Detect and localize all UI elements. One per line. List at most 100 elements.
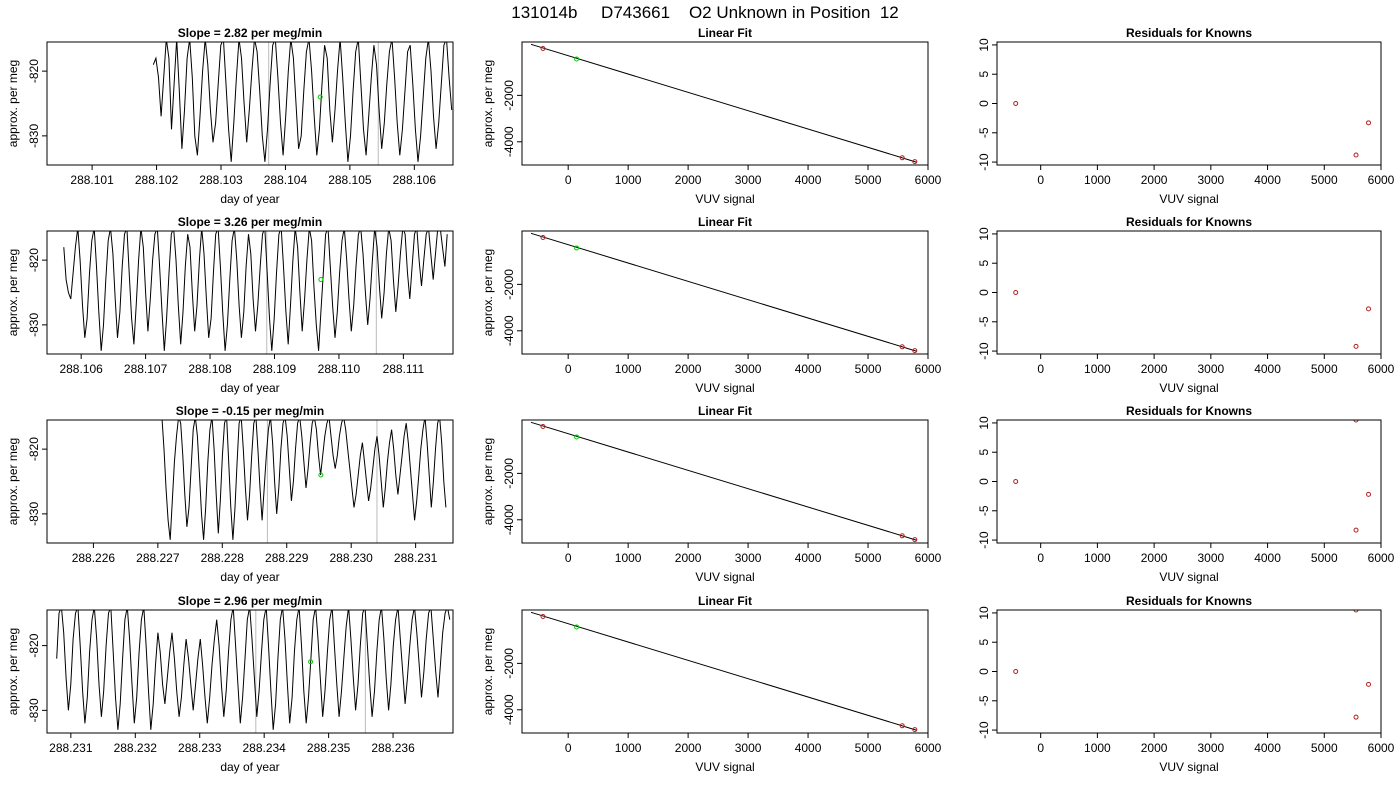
plot-frame bbox=[46, 41, 454, 166]
x-tick-label: 288.105 bbox=[328, 173, 372, 187]
plot-area bbox=[161, 420, 447, 543]
residual-point bbox=[1013, 101, 1019, 106]
plot-frame bbox=[521, 419, 929, 544]
x-tick-label: 288.108 bbox=[188, 362, 232, 376]
x-tick-label: 0 bbox=[565, 362, 572, 376]
x-tick-label: 4000 bbox=[1254, 362, 1281, 376]
residual-point bbox=[1353, 714, 1359, 720]
residuals-chart: Residuals for Knowns 0 1000 2000 3000 4000 500… bbox=[977, 404, 1395, 584]
x-tick-label: 5000 bbox=[855, 173, 882, 187]
x-tick-label: 5000 bbox=[1311, 362, 1338, 376]
linear-fit-chart: Linear Fit 0 1000 2000 3000 4000 5000 6000 -2000… bbox=[481, 404, 942, 584]
signal-line bbox=[56, 610, 451, 730]
panel-title: Linear Fit bbox=[698, 26, 752, 40]
signal-line bbox=[63, 231, 448, 351]
plot-frame bbox=[996, 230, 1382, 355]
fit-line bbox=[530, 611, 917, 731]
x-tick-label: 3000 bbox=[735, 362, 762, 376]
y-tick-label: -820 bbox=[27, 59, 41, 83]
x-tick-label: 1000 bbox=[615, 362, 642, 376]
x-tick-label: 1000 bbox=[1084, 741, 1111, 755]
y-tick-label: 0 bbox=[977, 289, 991, 296]
residual-point bbox=[1353, 610, 1359, 613]
y-axis-label: approx. per meg bbox=[481, 60, 495, 147]
y-axis-label: approx. per meg bbox=[481, 249, 495, 336]
x-tick-label: 1000 bbox=[615, 741, 642, 755]
x-tick-label: 288.109 bbox=[253, 362, 297, 376]
y-tick-label: -4000 bbox=[502, 504, 516, 535]
fit-line bbox=[530, 43, 917, 163]
x-tick-label: 5000 bbox=[1311, 741, 1338, 755]
residuals-chart: Residuals for Knowns 0 1000 2000 3000 4000 500… bbox=[977, 26, 1395, 206]
plot-area bbox=[1013, 101, 1372, 158]
x-tick-label: 2000 bbox=[1141, 362, 1168, 376]
x-axis-label: day of year bbox=[220, 381, 279, 395]
x-tick-label: 0 bbox=[1037, 741, 1044, 755]
unknown-mean-point bbox=[318, 277, 324, 283]
y-tick-label: 10 bbox=[977, 416, 991, 430]
y-tick-label: -2000 bbox=[502, 458, 516, 489]
x-tick-label: 6000 bbox=[1368, 551, 1395, 565]
figure-suptitle: 131014b D743661 O2 Unknown in Position 1… bbox=[511, 3, 898, 22]
x-tick-label: 288.101 bbox=[70, 173, 114, 187]
plot-frame bbox=[996, 419, 1382, 544]
x-tick-label: 5000 bbox=[1311, 551, 1338, 565]
y-axis-label: approx. per meg bbox=[6, 249, 20, 336]
plot-area bbox=[1013, 610, 1372, 720]
x-tick-label: 288.235 bbox=[307, 741, 351, 755]
x-tick-label: 288.110 bbox=[318, 362, 361, 376]
x-tick-label: 2000 bbox=[675, 362, 702, 376]
x-tick-label: 6000 bbox=[915, 741, 942, 755]
panel-title: Linear Fit bbox=[698, 215, 752, 229]
x-tick-label: 4000 bbox=[1254, 551, 1281, 565]
x-tick-label: 288.226 bbox=[72, 551, 116, 565]
panel-title: Slope = 3.26 per meg/min bbox=[178, 215, 322, 229]
plot-area bbox=[530, 421, 918, 543]
x-tick-label: 1000 bbox=[1084, 362, 1111, 376]
plot-area bbox=[1013, 420, 1372, 533]
x-tick-label: 1000 bbox=[1084, 173, 1111, 187]
x-tick-label: 288.231 bbox=[49, 741, 93, 755]
chart-row: Slope = 3.26 per meg/min 288.106 288.107 28… bbox=[6, 215, 1395, 395]
chart-row: Slope = -0.15 per meg/min 288.226 288.227 2… bbox=[6, 404, 1395, 584]
y-tick-label: 5 bbox=[977, 449, 991, 456]
plot-area bbox=[1013, 290, 1372, 349]
y-tick-label: -5 bbox=[977, 127, 991, 138]
x-tick-label: 288.227 bbox=[136, 551, 180, 565]
y-axis-label: approx. per meg bbox=[6, 438, 20, 525]
panel-title: Slope = -0.15 per meg/min bbox=[176, 404, 324, 418]
y-tick-label: 10 bbox=[977, 606, 991, 620]
y-axis-label: approx. per meg bbox=[6, 628, 20, 715]
panel-title: Residuals for Knowns bbox=[1126, 594, 1252, 608]
y-tick-label: -5 bbox=[977, 316, 991, 327]
x-tick-label: 3000 bbox=[1197, 551, 1224, 565]
residuals-chart: Residuals for Knowns 0 1000 2000 3000 4000 500… bbox=[977, 215, 1395, 395]
x-tick-label: 288.102 bbox=[135, 173, 179, 187]
y-axis-label: approx. per meg bbox=[481, 438, 495, 525]
y-tick-label: -10 bbox=[977, 531, 991, 549]
x-axis-label: day of year bbox=[220, 192, 279, 206]
unknown-point bbox=[574, 624, 580, 630]
chart-row: Slope = 2.96 per meg/min 288.231 288.232 28… bbox=[6, 594, 1395, 774]
chart-row: Slope = 2.82 per meg/min 288.101 288.102 28… bbox=[6, 26, 1395, 206]
known-point bbox=[540, 613, 546, 619]
y-tick-label: -10 bbox=[977, 153, 991, 171]
residual-point bbox=[1366, 120, 1372, 126]
residual-point bbox=[1013, 669, 1019, 674]
x-tick-label: 3000 bbox=[735, 551, 762, 565]
x-tick-label: 5000 bbox=[1311, 173, 1338, 187]
x-tick-label: 288.232 bbox=[114, 741, 158, 755]
plot-frame bbox=[46, 609, 454, 734]
slope-chart: Slope = 3.26 per meg/min 288.106 288.107 28… bbox=[6, 215, 454, 395]
x-tick-label: 5000 bbox=[855, 741, 882, 755]
y-tick-label: 0 bbox=[977, 668, 991, 675]
residual-point bbox=[1366, 306, 1372, 312]
x-tick-label: 5000 bbox=[855, 362, 882, 376]
x-tick-label: 288.111 bbox=[383, 362, 425, 376]
residual-point bbox=[1013, 290, 1019, 295]
y-tick-label: -5 bbox=[977, 505, 991, 516]
y-tick-label: -830 bbox=[27, 502, 41, 526]
x-tick-label: 288.106 bbox=[393, 173, 437, 187]
known-point bbox=[912, 537, 918, 543]
